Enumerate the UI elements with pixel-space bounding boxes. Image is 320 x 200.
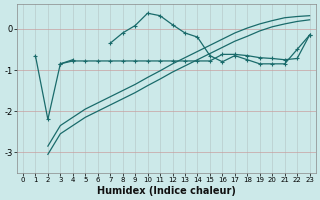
X-axis label: Humidex (Indice chaleur): Humidex (Indice chaleur): [97, 186, 236, 196]
